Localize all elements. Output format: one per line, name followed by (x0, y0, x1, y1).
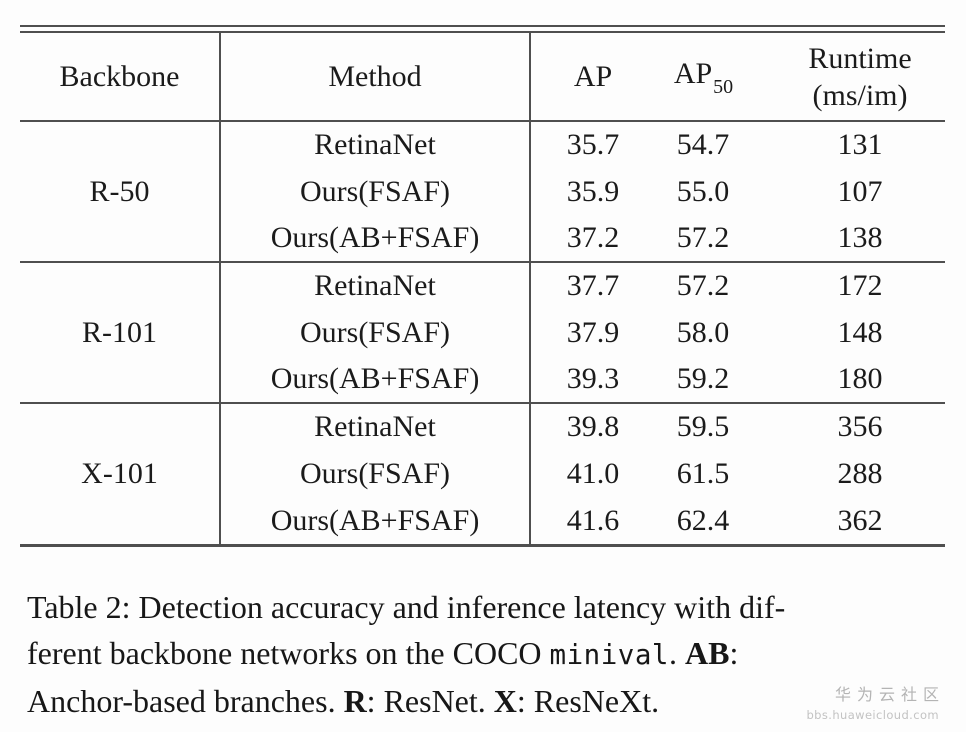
caption-segment-mono: minival (549, 639, 669, 671)
watermark: 华为云社区 bbs.huaweicloud.com (806, 681, 939, 722)
ap-cell: 41.0 (566, 456, 620, 490)
backbone-cell: R-50 (20, 121, 221, 262)
results-table: Backbone Method AP AP50 Runtime (ms/im) R… (20, 25, 945, 547)
ap50-cell: 57.2 (676, 221, 730, 254)
method-cell: Ours(FSAF) (220, 309, 531, 356)
caption-segment-plain: : ResNet. (366, 683, 494, 719)
table-row: Ours(FSAF) 35.9 55.0 107 (20, 168, 945, 215)
caption-segment-plain: Table 2: Detection accuracy and inferenc… (27, 589, 786, 625)
ap-cell: 39.8 (566, 410, 620, 443)
runtime-header-line1: Runtime (808, 41, 912, 75)
backbone-cell: R-101 (20, 262, 221, 403)
watermark-url: bbs.huaweicloud.com (806, 708, 939, 722)
runtime-cell: 131 (837, 128, 883, 161)
ap-cell: 37.9 (566, 315, 620, 349)
ap50-cell: 61.5 (676, 456, 730, 490)
runtime-cell: 138 (837, 221, 883, 254)
col-header-method: Method (220, 33, 531, 121)
runtime-cell: 107 (837, 174, 883, 208)
watermark-title: 华为云社区 (834, 685, 945, 704)
ap50-cell: 57.2 (676, 269, 730, 302)
table-caption: Table 2: Detection accuracy and inferenc… (27, 584, 942, 724)
runtime-cell: 288 (837, 456, 883, 490)
ap50-subscript: 50 (713, 76, 734, 98)
ap50-cell: 55.0 (676, 174, 730, 208)
caption-segment-plain: : ResNeXt. (516, 683, 660, 719)
caption-segment-bold: R (343, 683, 367, 719)
method-cell: Ours(AB+FSAF) (220, 497, 531, 544)
ap-cell: 35.7 (566, 128, 620, 161)
runtime-cell: 180 (837, 362, 883, 395)
caption-line: ferent backbone networks on the COCO min… (27, 630, 942, 678)
ap-cell: 39.3 (566, 362, 620, 395)
runtime-cell: 362 (837, 503, 883, 537)
method-cell: Ours(FSAF) (220, 168, 531, 215)
runtime-header-line2: (ms/im) (812, 78, 908, 112)
ap-cell: 37.7 (566, 269, 620, 302)
caption-segment-plain: . (669, 635, 685, 671)
caption-segment-plain: Anchor-based branches. (27, 683, 344, 719)
method-cell: RetinaNet (220, 403, 531, 450)
table-row: Ours(FSAF) 41.0 61.5 288 (20, 450, 945, 497)
col-header-ap50: AP50 (655, 33, 775, 121)
caption-segment-bold: AB (685, 635, 730, 671)
ap50-cell: 54.7 (676, 128, 730, 161)
caption-line: Anchor-based branches. R: ResNet. X: Res… (27, 678, 942, 724)
results-table-grid: Backbone Method AP AP50 Runtime (ms/im) R… (20, 33, 945, 544)
method-cell: Ours(AB+FSAF) (220, 356, 531, 403)
table-row: Ours(AB+FSAF) 41.6 62.4 362 (20, 497, 945, 544)
col-header-ap: AP (573, 59, 613, 93)
ap-cell: 35.9 (566, 174, 620, 208)
method-cell: Ours(AB+FSAF) (220, 215, 531, 262)
method-cell: RetinaNet (220, 262, 531, 309)
ap-cell: 37.2 (566, 221, 620, 254)
header-row: Backbone Method AP AP50 Runtime (ms/im) (20, 33, 945, 121)
table-bottom-rule (20, 544, 945, 547)
runtime-cell: 356 (837, 410, 883, 443)
table-row: Ours(AB+FSAF) 39.3 59.2 180 (20, 356, 945, 403)
ap50-cell: 58.0 (676, 315, 730, 349)
table-row: R-50 RetinaNet 35.7 54.7 131 (20, 121, 945, 262)
ap50-cell: 59.5 (676, 410, 730, 443)
ap50-base: AP (673, 57, 713, 90)
method-cell: Ours(FSAF) (220, 450, 531, 497)
caption-line: Table 2: Detection accuracy and inferenc… (27, 584, 942, 630)
ap-cell: 41.6 (566, 503, 620, 537)
col-header-runtime: Runtime (ms/im) (775, 33, 945, 121)
table-top-double-rule (20, 25, 945, 33)
col-header-backbone: Backbone (20, 33, 221, 121)
table-row: X-101 RetinaNet 39.8 59.5 356 (20, 403, 945, 544)
method-cell: RetinaNet (220, 121, 531, 168)
runtime-cell: 148 (837, 315, 883, 349)
caption-segment-bold: X (493, 683, 517, 719)
table-row: Ours(FSAF) 37.9 58.0 148 (20, 309, 945, 356)
ap50-cell: 62.4 (676, 503, 730, 537)
runtime-cell: 172 (837, 269, 883, 302)
caption-segment-plain: ferent backbone networks on the COCO (27, 635, 550, 671)
table-row: Ours(AB+FSAF) 37.2 57.2 138 (20, 215, 945, 262)
backbone-cell: X-101 (20, 403, 221, 544)
ap50-cell: 59.2 (676, 362, 730, 395)
caption-segment-plain: : (729, 635, 739, 671)
table-row: R-101 RetinaNet 37.7 57.2 172 (20, 262, 945, 403)
